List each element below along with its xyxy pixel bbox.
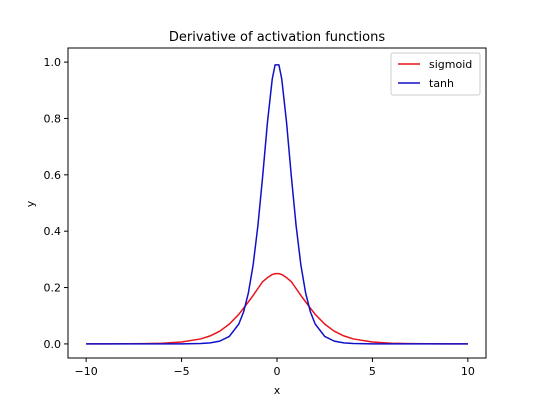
y-axis: 0.0 0.2 0.4 0.6 0.8 1.0 bbox=[44, 56, 68, 351]
x-axis: −10 −5 0 5 10 bbox=[75, 358, 475, 378]
x-tick-label: 5 bbox=[369, 365, 376, 378]
legend: sigmoid tanh bbox=[390, 52, 481, 96]
x-tick-label: 10 bbox=[461, 365, 475, 378]
y-tick-label: 0.0 bbox=[44, 338, 62, 351]
chart-title: Derivative of activation functions bbox=[169, 30, 385, 45]
series-line-tanh bbox=[86, 64, 468, 345]
y-tick-label: 0.8 bbox=[44, 112, 62, 125]
series-layer bbox=[86, 64, 468, 345]
y-tick-label: 0.6 bbox=[44, 169, 62, 182]
x-tick-label: −10 bbox=[75, 365, 98, 378]
x-tick-label: −5 bbox=[173, 365, 189, 378]
x-tick-label: 0 bbox=[274, 365, 281, 378]
legend-sigmoid-label: sigmoid bbox=[429, 58, 472, 71]
y-tick-label: 0.2 bbox=[44, 282, 62, 295]
y-tick-label: 0.4 bbox=[44, 225, 62, 238]
y-axis-label: y bbox=[24, 200, 37, 207]
y-tick-label: 1.0 bbox=[44, 56, 62, 69]
x-axis-label: x bbox=[274, 384, 281, 397]
series-line-sigmoid bbox=[86, 272, 468, 345]
legend-tanh-label: tanh bbox=[429, 77, 454, 90]
